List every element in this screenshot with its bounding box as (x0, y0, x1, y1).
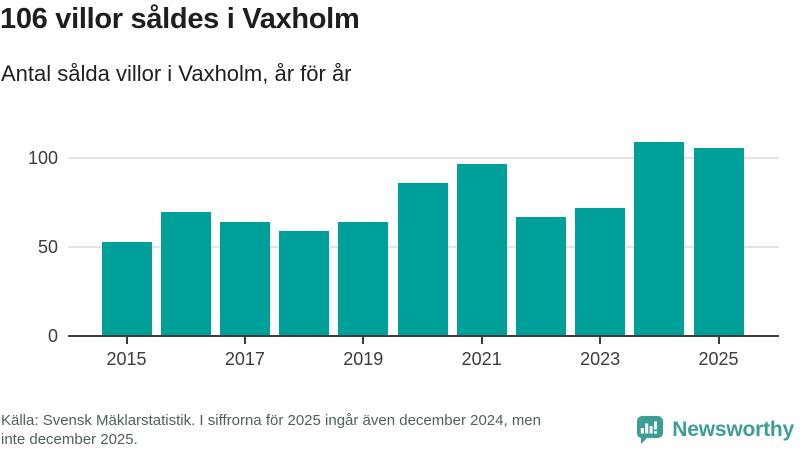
x-tick-label: 2019 (343, 349, 384, 369)
bar (397, 183, 448, 336)
x-axis-tick (480, 337, 483, 344)
x-tick-label: 2017 (224, 349, 265, 369)
bar (515, 216, 566, 336)
newsworthy-logo: Newsworthy (636, 415, 794, 445)
bar (279, 231, 330, 336)
bar (160, 211, 211, 336)
x-axis-tick (243, 337, 246, 344)
chart-title: 106 villor såldes i Vaxholm (0, 3, 360, 35)
bar (219, 222, 270, 336)
chart-subtitle: Antal sålda villor i Vaxholm, år för år (1, 61, 352, 86)
bar (693, 147, 744, 336)
bar (634, 142, 685, 336)
x-axis-tick (717, 337, 720, 344)
bar (575, 208, 626, 336)
x-tick-label: 2021 (461, 349, 502, 369)
x-axis-tick (125, 337, 128, 344)
x-tick-label: 2023 (580, 349, 621, 369)
y-tick-label: 0 (47, 326, 58, 346)
gridline (68, 157, 779, 160)
source-note: Källa: Svensk Mäklarstatistik. I siffror… (1, 411, 641, 449)
y-tick-label: 50 (37, 237, 58, 258)
bar (338, 222, 389, 336)
source-text-line: Källa: Svensk Mäklarstatistik. I siffror… (1, 412, 541, 429)
y-tick-label: 100 (27, 148, 58, 169)
bar (101, 241, 152, 336)
source-text-line: inte december 2025. (1, 431, 138, 448)
bar (456, 163, 507, 336)
x-axis-line (68, 335, 779, 337)
x-axis-tick (362, 337, 365, 344)
x-axis-tick (599, 337, 602, 344)
newsworthy-wordmark: Newsworthy (672, 418, 794, 441)
x-tick-label: 2025 (698, 349, 739, 369)
newsworthy-bubble-chart-icon (636, 415, 664, 445)
x-tick-label: 2015 (106, 349, 147, 369)
